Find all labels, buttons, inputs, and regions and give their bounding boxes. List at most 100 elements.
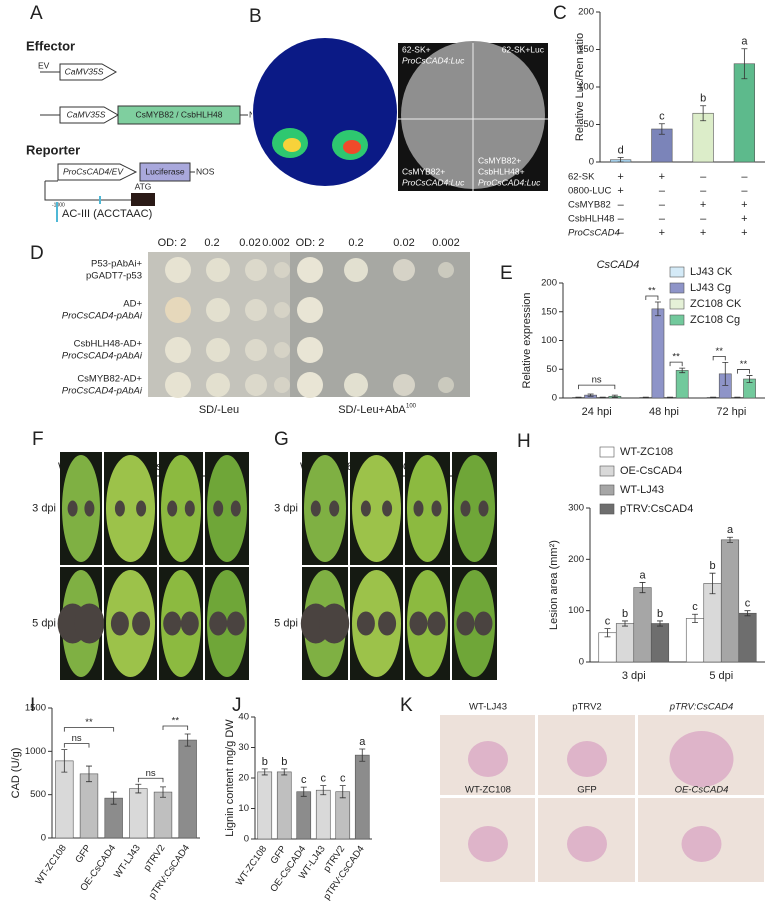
significance-label: ** bbox=[648, 285, 656, 296]
lesion bbox=[310, 500, 321, 517]
x-tick-label: WT-ZC108 bbox=[234, 844, 269, 888]
leaf bbox=[352, 455, 401, 562]
row-label: ProCsCAD4-pAbAi bbox=[62, 386, 143, 397]
bar bbox=[79, 773, 99, 839]
y-tick-label: 0 bbox=[552, 393, 557, 404]
image-label: 62-SK+Luc bbox=[502, 44, 545, 54]
colony bbox=[245, 339, 267, 361]
significance-letter: c bbox=[692, 601, 698, 613]
leaf bbox=[106, 455, 155, 562]
stained-tissue bbox=[567, 826, 607, 862]
lesion bbox=[74, 603, 105, 644]
significance-bracket bbox=[63, 727, 115, 732]
significance-letter: c bbox=[301, 774, 307, 786]
section-label: OE-CsCAD4 bbox=[675, 785, 729, 796]
colony bbox=[206, 373, 230, 397]
label: ProCsCAD4/EV bbox=[63, 166, 124, 176]
construct-diagram: Effector EV CaMV35S CaMV35S CsMYB82 / Cs… bbox=[26, 38, 268, 222]
lesion bbox=[474, 611, 493, 636]
y-tick-label: 1000 bbox=[25, 746, 46, 757]
section-label: WT-LJ43 bbox=[469, 702, 507, 713]
lesion bbox=[378, 611, 397, 636]
y-tick-label: 0 bbox=[41, 833, 46, 844]
condition-mark: – bbox=[700, 213, 707, 225]
label: -1000 bbox=[52, 202, 65, 208]
bar bbox=[720, 539, 740, 663]
condition-mark: + bbox=[617, 171, 623, 183]
bar bbox=[257, 771, 273, 840]
lesion bbox=[136, 500, 147, 517]
error-bar bbox=[734, 396, 741, 399]
lesion bbox=[427, 611, 446, 636]
signal bbox=[283, 138, 301, 152]
error-bar bbox=[658, 123, 665, 135]
significance-label: ns bbox=[592, 375, 602, 386]
lesion bbox=[329, 500, 340, 517]
od-label: 0.2 bbox=[348, 237, 363, 249]
lesion bbox=[110, 611, 129, 636]
leaf bbox=[454, 455, 495, 562]
error-bar bbox=[710, 396, 717, 399]
panel-letter: K bbox=[400, 695, 413, 716]
stained-tissue bbox=[681, 826, 722, 862]
significance-bracket bbox=[162, 725, 189, 730]
legend-label: ZC108 Cg bbox=[690, 314, 740, 326]
y-tick-label: 1500 bbox=[25, 703, 46, 714]
lesion bbox=[431, 500, 442, 517]
image-label: CsbHLH48+ bbox=[478, 166, 525, 176]
lesion bbox=[319, 603, 350, 644]
label: CsMYB82 / CsbHLH48 bbox=[136, 109, 223, 119]
panel-letter: D bbox=[30, 243, 44, 264]
label: Luciferase bbox=[145, 166, 184, 176]
legend-label: pTRV:CsCAD4 bbox=[620, 503, 693, 515]
lesion bbox=[478, 500, 489, 517]
error-bar bbox=[727, 536, 733, 543]
bar bbox=[335, 791, 351, 840]
error-bar bbox=[611, 394, 618, 398]
colony bbox=[274, 342, 290, 358]
y-tick-label: 40 bbox=[238, 712, 249, 723]
significance-letter: b bbox=[281, 756, 287, 768]
y-axis-label: CAD (U/g) bbox=[10, 748, 22, 799]
significance-letter: b bbox=[622, 608, 628, 620]
colony bbox=[165, 337, 191, 363]
legend-swatch bbox=[669, 298, 685, 310]
y-tick-label: 100 bbox=[578, 82, 594, 93]
condition-mark: – bbox=[618, 227, 625, 239]
od-label: OD: 2 bbox=[296, 237, 325, 249]
bar bbox=[178, 739, 197, 839]
error-bar bbox=[642, 396, 649, 399]
medium-superscript: 100 bbox=[406, 404, 417, 410]
od-label: OD: 2 bbox=[158, 237, 187, 249]
condition-mark: + bbox=[700, 227, 706, 239]
significance-label: ** bbox=[85, 717, 93, 728]
significance-label: ** bbox=[672, 352, 680, 363]
condition-mark: – bbox=[700, 185, 707, 197]
condition-mark: – bbox=[618, 213, 625, 225]
leaf-heatmap bbox=[253, 38, 397, 186]
od-label: 0.2 bbox=[204, 237, 219, 249]
bar bbox=[296, 791, 312, 840]
x-tick-label: 24 hpi bbox=[582, 406, 612, 418]
lesion bbox=[84, 500, 95, 517]
error-bar bbox=[667, 396, 674, 399]
panel-letter: E bbox=[500, 263, 513, 284]
panel-letter: F bbox=[32, 429, 44, 450]
bar bbox=[153, 791, 173, 839]
label: AC-III (ACCTAAC) bbox=[62, 208, 152, 220]
error-bar bbox=[320, 785, 327, 796]
bar bbox=[276, 771, 292, 840]
legend-swatch bbox=[599, 484, 615, 496]
significance-letter: c bbox=[340, 773, 346, 785]
stained-tissue bbox=[468, 826, 508, 862]
leaf bbox=[106, 570, 155, 677]
lesion bbox=[382, 500, 393, 517]
legend-swatch bbox=[669, 314, 685, 326]
significance-letter: b bbox=[709, 560, 715, 572]
condition-mark: + bbox=[659, 171, 665, 183]
lesion bbox=[226, 611, 245, 636]
error-bar bbox=[599, 396, 606, 399]
error-bar bbox=[604, 628, 611, 638]
error-bar bbox=[281, 768, 288, 776]
